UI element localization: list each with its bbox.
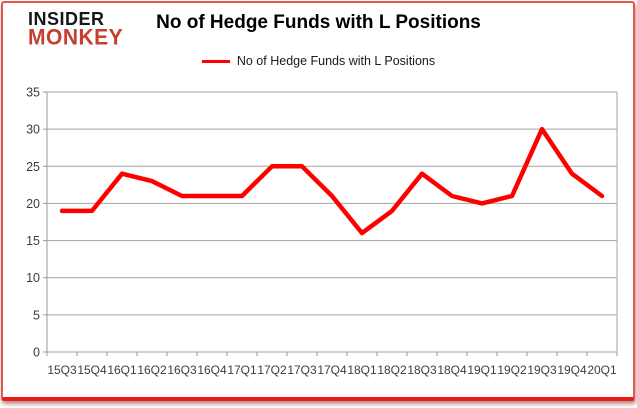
x-axis-label: 17Q4 (317, 363, 347, 377)
insider-monkey-logo: INSIDER MONKEY (28, 7, 124, 51)
x-axis-label: 18Q2 (377, 363, 407, 377)
y-axis-label: 35 (26, 86, 40, 100)
x-axis-label: 15Q4 (77, 363, 107, 377)
y-axis-label: 0 (33, 346, 40, 360)
x-axis-label: 19Q4 (557, 363, 587, 377)
legend-label: No of Hedge Funds with L Positions (236, 54, 436, 68)
legend: No of Hedge Funds with L Positions (0, 54, 637, 68)
logo-line-monkey: MONKEY (28, 25, 124, 51)
x-axis-label: 18Q3 (407, 363, 437, 377)
x-axis-label: 18Q4 (437, 363, 467, 377)
y-axis-label: 20 (26, 197, 40, 211)
series-line (59, 126, 605, 236)
y-axis-label: 5 (33, 308, 40, 322)
legend-line-swatch (201, 59, 230, 63)
x-axis-label: 15Q3 (47, 363, 77, 377)
y-axis-label: 30 (26, 123, 40, 137)
y-axis-label: 10 (26, 271, 40, 285)
x-axis-label: 16Q4 (197, 363, 227, 377)
x-axis-label: 17Q3 (287, 363, 317, 377)
x-axis-label: 18Q1 (347, 363, 377, 377)
x-axis-label: 19Q3 (527, 363, 557, 377)
chart-title: No of Hedge Funds with L Positions (156, 12, 481, 33)
x-axis-label: 16Q1 (107, 363, 137, 377)
logo-line-insider: INSIDER (28, 7, 105, 29)
x-axis-label: 19Q1 (467, 363, 497, 377)
x-axis-label: 17Q2 (257, 363, 287, 377)
x-axis-label: 20Q1 (587, 363, 617, 377)
x-axis-label: 16Q3 (167, 363, 197, 377)
y-axis-label: 25 (26, 160, 40, 174)
x-axis-label: 19Q2 (497, 363, 527, 377)
y-axis-label: 15 (26, 234, 40, 248)
x-axis-label: 17Q1 (227, 363, 257, 377)
x-axis-label: 16Q2 (137, 363, 167, 377)
chart-frame (1, 1, 635, 401)
